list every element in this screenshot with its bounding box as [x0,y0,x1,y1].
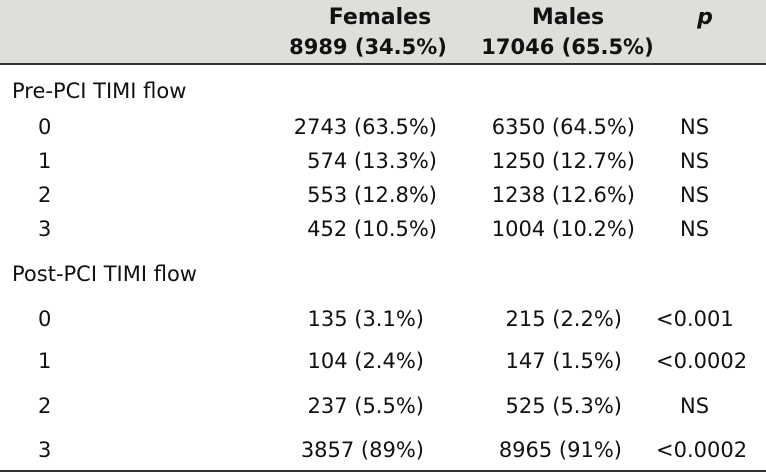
females-value: 574 (13.3%) [307,149,437,173]
males-value: 525 (5.3%) [505,394,623,418]
p-value: NS [680,115,710,139]
bottom-rule [0,470,766,472]
females-value: 104 (2.4%) [307,349,425,373]
timi-level: 2 [38,394,52,418]
timi-level: 0 [38,307,52,331]
timi-level: 1 [38,149,52,173]
table-row: 2 553 (12.8%) 1238 (12.6%) NS [0,179,766,211]
males-value: 1004 (10.2%) [491,217,635,241]
pre-pci-section-label: Pre-PCI TIMI flow [12,79,187,103]
p-value: <0.001 [656,307,734,331]
timi-level: 3 [38,438,52,462]
males-header: Males [531,5,605,30]
timi-level: 0 [38,115,52,139]
table-row: 0 2743 (63.5%) 6350 (64.5%) NS [0,111,766,143]
females-value: 237 (5.5%) [307,394,425,418]
p-value: NS [680,394,710,418]
p-value: NS [680,183,710,207]
males-value: 6350 (64.5%) [491,115,635,139]
p-value: <0.0002 [656,349,748,373]
p-value: <0.0002 [656,438,748,462]
table-row: 2 237 (5.5%) 525 (5.3%) NS [0,390,766,422]
females-count: 8989 (34.5%) [289,35,447,59]
table-header: Females 8989 (34.5%) Males 17046 (65.5%)… [0,0,766,65]
table-row: 1 104 (2.4%) 147 (1.5%) <0.0002 [0,345,766,377]
timi-level: 3 [38,217,52,241]
females-value: 3857 (89%) [300,438,424,462]
table-row: 3 3857 (89%) 8965 (91%) <0.0002 [0,434,766,466]
timi-level: 1 [38,349,52,373]
females-value: 2743 (63.5%) [293,115,437,139]
table-row: 1 574 (13.3%) 1250 (12.7%) NS [0,145,766,177]
table-row: 3 452 (10.5%) 1004 (10.2%) NS [0,213,766,245]
p-value: NS [680,149,710,173]
males-value: 8965 (91%) [498,438,622,462]
table-row: 0 135 (3.1%) 215 (2.2%) <0.001 [0,303,766,335]
males-count: 17046 (65.5%) [481,35,654,59]
females-value: 135 (3.1%) [307,307,425,331]
timi-level: 2 [38,183,52,207]
p-header: p [697,5,713,30]
males-value: 147 (1.5%) [505,349,623,373]
males-value: 1238 (12.6%) [491,183,635,207]
females-value: 452 (10.5%) [307,217,437,241]
p-value: NS [680,217,710,241]
females-value: 553 (12.8%) [307,183,437,207]
post-pci-section-label: Post-PCI TIMI flow [12,262,197,286]
females-header: Females [328,5,432,30]
males-value: 215 (2.2%) [505,307,623,331]
males-value: 1250 (12.7%) [491,149,635,173]
